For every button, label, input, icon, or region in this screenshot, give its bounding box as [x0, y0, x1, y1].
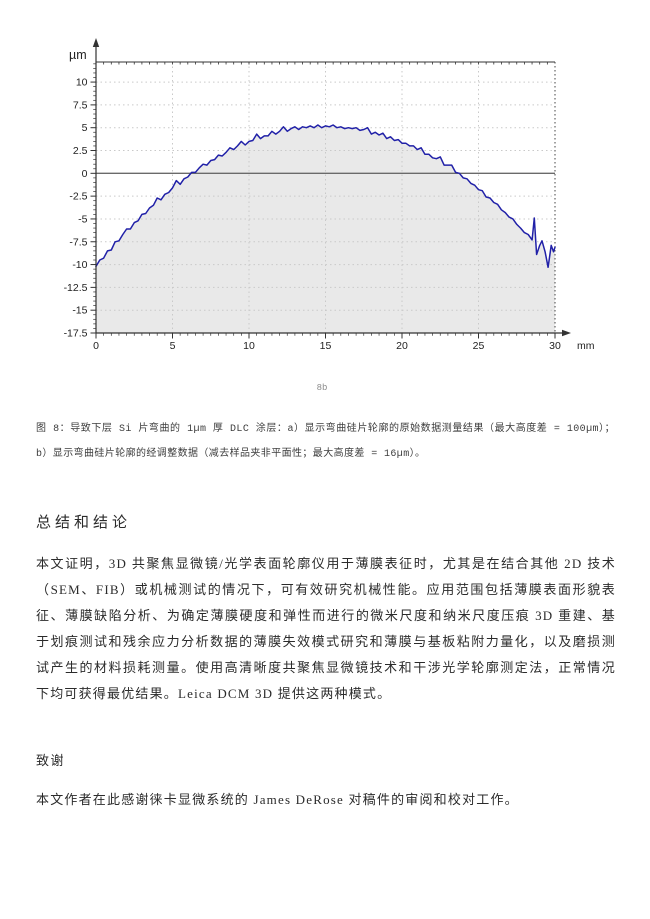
x-tick-label: 10 — [243, 340, 255, 352]
figure-8b-chart: 10 7.5 5 2.5 0 -2.5 -5 -7.5 -10 -12.5 -15 -17.5 0 5 10… — [60, 32, 605, 372]
x-tick-label: 20 — [396, 340, 408, 352]
profile-curve — [95, 124, 556, 269]
x-tick-label: 25 — [473, 340, 485, 352]
x-tick-label: 15 — [320, 340, 332, 352]
x-tick-label: 30 — [549, 340, 561, 352]
y-axis-arrow — [92, 38, 100, 47]
y-tick-label: 7.5 — [73, 99, 88, 111]
y-tick-label: -5 — [78, 213, 87, 225]
figure-sublabel: 8b — [316, 383, 328, 393]
y-tick-label: -10 — [72, 259, 87, 271]
x-tick-label: 5 — [170, 340, 176, 352]
x-tick-label: 0 — [93, 340, 99, 352]
figure-caption: 图 8：导致下层 Si 片弯曲的 1µm 厚 DLC 涂层：a）显示弯曲硅片轮廓… — [36, 424, 615, 460]
y-tick-label: 2.5 — [73, 145, 88, 157]
y-tick-label: 10 — [76, 77, 88, 89]
y-tick-label: 5 — [82, 122, 88, 134]
y-tick-label: -12.5 — [64, 282, 88, 294]
acknowledgments-paragraph: 本文作者在此感谢徕卡显微系统的 James DeRose 对稿件的审阅和校对工作… — [36, 792, 519, 807]
y-tick-label: -2.5 — [69, 191, 87, 203]
y-tick-label: -15 — [72, 305, 87, 317]
y-axis-unit-label: µm — [69, 48, 87, 62]
section-heading-acknowledgments: 致谢 — [36, 753, 66, 768]
section-heading-summary: 总结和结论 — [36, 515, 132, 531]
summary-paragraph: 本文证明，3D 共聚焦显微镜/光学表面轮廓仪用于薄膜表征时，尤其是在结合其他 2… — [36, 556, 616, 701]
y-tick-label: -17.5 — [64, 328, 88, 340]
y-tick-label: -7.5 — [69, 236, 87, 248]
x-axis-unit-label: mm — [577, 340, 595, 352]
profile-chart-svg: 10 7.5 5 2.5 0 -2.5 -5 -7.5 -10 -12.5 -15 -17.5 0 5 10… — [64, 38, 595, 352]
x-axis-arrow — [562, 329, 571, 337]
y-tick-label: 0 — [82, 168, 88, 180]
